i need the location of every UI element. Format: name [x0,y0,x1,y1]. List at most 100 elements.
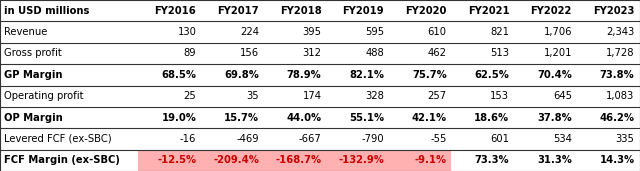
Text: 595: 595 [365,27,384,37]
Text: 2,343: 2,343 [606,27,634,37]
Text: 257: 257 [428,91,447,101]
Bar [576,107,638,128]
Bar [263,86,325,107]
Text: 55.1%: 55.1% [349,113,384,123]
Bar [325,86,388,107]
Text: 153: 153 [490,91,509,101]
Bar [0,21,138,43]
Bar [513,107,576,128]
Text: 462: 462 [428,48,447,58]
Text: 78.9%: 78.9% [287,70,321,80]
Bar [576,86,638,107]
Bar [200,43,263,64]
Bar [200,21,263,43]
Bar [325,150,388,171]
Bar [0,43,138,64]
Text: Operating profit: Operating profit [4,91,84,101]
Bar [138,107,200,128]
Text: -16: -16 [180,134,196,144]
Text: FY2022: FY2022 [531,6,572,16]
Bar [513,86,576,107]
Text: -667: -667 [299,134,321,144]
Bar [200,107,263,128]
Bar [388,150,451,171]
Text: 601: 601 [490,134,509,144]
Text: -790: -790 [362,134,384,144]
Bar [200,86,263,107]
Bar [513,43,576,64]
Bar [200,128,263,150]
Text: -9.1%: -9.1% [415,155,447,165]
Text: 14.3%: 14.3% [600,155,634,165]
Text: FY2017: FY2017 [218,6,259,16]
Text: 335: 335 [616,134,634,144]
Text: 395: 395 [303,27,321,37]
Bar [388,128,451,150]
Text: OP Margin: OP Margin [4,113,63,123]
Bar [576,0,638,21]
Text: -209.4%: -209.4% [213,155,259,165]
Bar [200,150,263,171]
Bar [138,64,200,86]
Text: in USD millions: in USD millions [4,6,90,16]
Text: 1,728: 1,728 [606,48,634,58]
Text: 70.4%: 70.4% [537,70,572,80]
Bar [388,86,451,107]
Text: 1,201: 1,201 [543,48,572,58]
Text: 534: 534 [553,134,572,144]
Bar [138,128,200,150]
Text: 69.8%: 69.8% [224,70,259,80]
Text: -469: -469 [236,134,259,144]
Text: -55: -55 [430,134,447,144]
Bar [263,43,325,64]
Text: -12.5%: -12.5% [157,155,196,165]
Bar [451,0,513,21]
Text: FCF Margin (ex-SBC): FCF Margin (ex-SBC) [4,155,120,165]
Text: 31.3%: 31.3% [537,155,572,165]
Text: 15.7%: 15.7% [224,113,259,123]
Bar [325,0,388,21]
Text: 224: 224 [240,27,259,37]
Text: 645: 645 [553,91,572,101]
Text: 328: 328 [365,91,384,101]
Bar [0,86,138,107]
Bar [325,64,388,86]
Bar [263,64,325,86]
Text: 312: 312 [303,48,321,58]
Text: 62.5%: 62.5% [474,70,509,80]
Bar [138,86,200,107]
Bar [138,21,200,43]
Text: FY2018: FY2018 [280,6,321,16]
Bar [513,0,576,21]
Text: FY2019: FY2019 [342,6,384,16]
Bar [451,150,513,171]
Text: 44.0%: 44.0% [287,113,321,123]
Bar [263,0,325,21]
Text: GP Margin: GP Margin [4,70,63,80]
Bar [263,150,325,171]
Bar [138,43,200,64]
Bar [388,64,451,86]
Text: FY2023: FY2023 [593,6,634,16]
Text: 82.1%: 82.1% [349,70,384,80]
Text: -132.9%: -132.9% [339,155,384,165]
Text: 18.6%: 18.6% [474,113,509,123]
Text: -168.7%: -168.7% [275,155,321,165]
Bar [138,150,200,171]
Bar [0,64,138,86]
Text: FY2016: FY2016 [155,6,196,16]
Text: 89: 89 [184,48,196,58]
Bar [576,64,638,86]
Bar [513,21,576,43]
Text: 1,706: 1,706 [543,27,572,37]
Bar [513,128,576,150]
Bar [451,64,513,86]
Bar [0,150,138,171]
Text: 19.0%: 19.0% [161,113,196,123]
Text: 174: 174 [303,91,321,101]
Bar [263,21,325,43]
Text: 46.2%: 46.2% [600,113,634,123]
Bar [200,0,263,21]
Bar [263,107,325,128]
Text: 73.8%: 73.8% [600,70,634,80]
